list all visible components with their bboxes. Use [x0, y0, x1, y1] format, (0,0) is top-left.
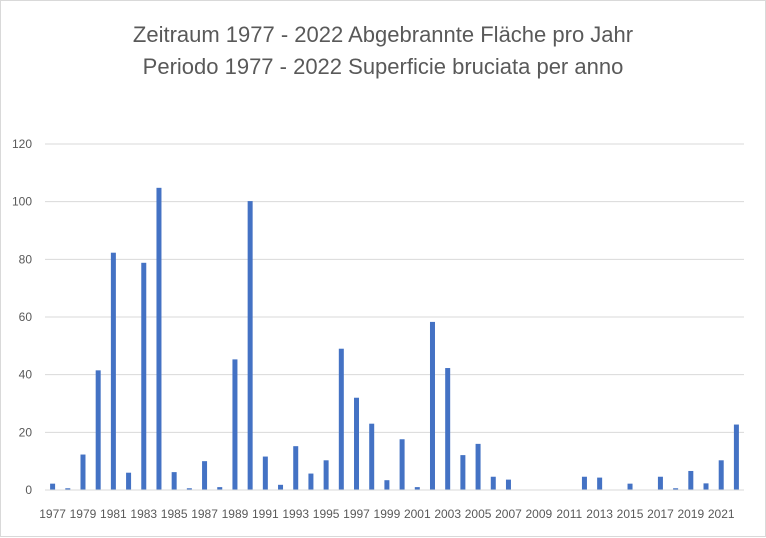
bar-1983	[141, 262, 147, 490]
bar-2021	[718, 460, 724, 490]
x-tick-label: 1983	[130, 507, 157, 521]
bar-1997	[354, 397, 360, 490]
chart-title: Zeitraum 1977 - 2022 Abgebrannte Fläche …	[132, 22, 634, 47]
x-tick-label: 2001	[404, 507, 431, 521]
bar-2003	[445, 368, 451, 490]
bar-1978	[65, 488, 71, 490]
bar-2000	[399, 439, 405, 490]
y-tick-label: 20	[19, 425, 33, 439]
y-tick-label: 100	[12, 195, 32, 209]
bar-2007	[505, 479, 511, 490]
x-tick-label: 1999	[374, 507, 401, 521]
bar-1993	[293, 446, 299, 490]
y-tick-label: 60	[19, 310, 33, 324]
bar-2020	[703, 483, 709, 490]
bar-1980	[95, 370, 101, 490]
x-tick-label: 2017	[647, 507, 674, 521]
bar-2018	[673, 488, 679, 490]
bar-1979	[80, 454, 86, 490]
y-tick-label: 40	[19, 368, 33, 382]
x-tick-label: 2011	[556, 507, 582, 521]
x-tick-label: 2003	[434, 507, 461, 521]
x-tick-label: 2015	[617, 507, 644, 521]
bar-1981	[110, 252, 116, 490]
x-tick-label: 1997	[343, 507, 370, 521]
y-tick-label: 120	[12, 137, 32, 151]
y-tick-label: 0	[25, 483, 32, 497]
bar-2012	[581, 476, 587, 490]
x-tick-label: 1993	[282, 507, 309, 521]
x-tick-label: 2021	[708, 507, 735, 521]
bar-1986	[186, 488, 192, 490]
chart-subtitle: Periodo 1977 - 2022 Superficie bruciata …	[142, 54, 624, 79]
bar-2013	[597, 477, 603, 490]
bar-1985	[171, 472, 177, 490]
x-tick-label: 1979	[70, 507, 97, 521]
bar-1982	[126, 472, 132, 490]
x-tick-label: 2013	[586, 507, 613, 521]
y-tick-label: 80	[19, 252, 33, 266]
bar-1996	[338, 348, 344, 490]
bar-2017	[657, 476, 663, 490]
bar-1984	[156, 187, 162, 490]
bar-1991	[262, 456, 268, 490]
bar-1992	[278, 484, 284, 490]
bar-2006	[490, 476, 496, 490]
bar-2005	[475, 443, 481, 490]
bar-1998	[369, 423, 375, 490]
bar-1989	[232, 359, 238, 490]
bar-2002	[429, 321, 435, 490]
x-tick-label: 2007	[495, 507, 522, 521]
bar-1994	[308, 473, 314, 490]
x-tick-label: 1991	[252, 507, 279, 521]
chart-title-block: Zeitraum 1977 - 2022 Abgebrannte Fläche …	[1, 19, 765, 83]
x-tick-label: 1989	[222, 507, 249, 521]
x-tick-label: 1985	[161, 507, 188, 521]
bar-2019	[688, 470, 694, 490]
x-tick-label: 1981	[100, 507, 127, 521]
x-tick-label: 2019	[677, 507, 704, 521]
bar-1977	[50, 483, 56, 490]
bar-2022	[733, 424, 739, 490]
x-tick-label: 1995	[313, 507, 340, 521]
x-tick-label: 1987	[191, 507, 218, 521]
bar-1999	[384, 480, 390, 490]
bar-1987	[202, 461, 208, 490]
bar-2001	[414, 487, 420, 490]
bar-1995	[323, 460, 329, 490]
bar-1988	[217, 487, 223, 490]
x-tick-label: 2009	[526, 507, 553, 521]
bar-2015	[627, 483, 633, 490]
bar-2004	[460, 455, 466, 490]
bar-1990	[247, 201, 253, 490]
x-tick-label: 1977	[39, 507, 66, 521]
x-tick-label: 2005	[465, 507, 492, 521]
